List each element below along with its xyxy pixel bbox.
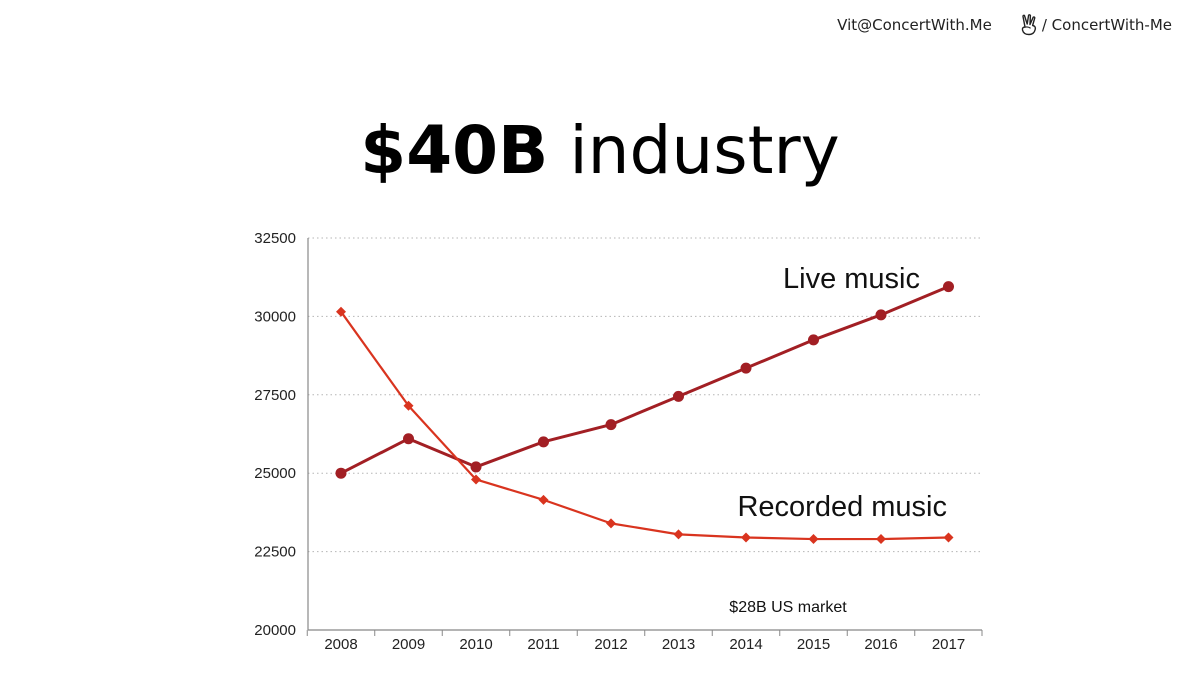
slide-title: $40B industry bbox=[0, 108, 1200, 194]
title-amount: $40B bbox=[360, 112, 549, 189]
x-tick-label: 2015 bbox=[797, 636, 830, 653]
y-tick-label: 22500 bbox=[254, 544, 296, 561]
data-point bbox=[336, 306, 346, 317]
data-point bbox=[403, 433, 414, 445]
title-text: industry bbox=[569, 112, 840, 189]
data-point bbox=[471, 474, 481, 485]
x-tick-label: 2010 bbox=[459, 636, 492, 653]
data-point bbox=[943, 532, 954, 543]
angellist-icon bbox=[1021, 14, 1036, 36]
y-tick-label: 32500 bbox=[254, 230, 296, 247]
contact-email[interactable]: Vit@ConcertWith.Me bbox=[837, 16, 992, 34]
data-point bbox=[335, 467, 347, 479]
series-line bbox=[340, 285, 950, 475]
series-label-recorded-music: Recorded music bbox=[737, 491, 947, 523]
x-tick-label: 2016 bbox=[864, 636, 897, 653]
series-label-live-music: Live music bbox=[783, 263, 920, 295]
x-tick-label: 2017 bbox=[932, 636, 965, 653]
data-point bbox=[538, 494, 549, 505]
x-tick-label: 2008 bbox=[324, 636, 357, 653]
market-annotation: $28B US market bbox=[729, 599, 847, 616]
data-point bbox=[808, 534, 819, 545]
y-tick-label: 25000 bbox=[254, 465, 296, 482]
x-tick-label: 2009 bbox=[392, 636, 425, 653]
social-handle: / ConcertWith-Me bbox=[1041, 16, 1172, 34]
data-point bbox=[673, 529, 684, 540]
x-tick-label: 2011 bbox=[527, 636, 559, 653]
series bbox=[335, 281, 954, 545]
social-link[interactable]: / ConcertWith-Me bbox=[1020, 14, 1172, 36]
labels: Live music Recorded music $28B US market bbox=[729, 263, 947, 616]
y-tick-label: 30000 bbox=[254, 308, 296, 325]
data-point bbox=[943, 281, 954, 293]
data-point bbox=[740, 362, 752, 374]
x-tick-label: 2014 bbox=[729, 636, 762, 653]
data-point bbox=[538, 436, 549, 448]
x-tick-label: 2013 bbox=[662, 636, 695, 653]
axes: 20000 22500 25000 27500 30000 32500 2008 2009 20… bbox=[254, 230, 983, 653]
data-point bbox=[605, 419, 617, 431]
data-point bbox=[876, 534, 886, 545]
data-point bbox=[606, 518, 616, 529]
data-point bbox=[875, 309, 887, 321]
data-point bbox=[470, 461, 482, 473]
data-point bbox=[403, 400, 414, 411]
data-point bbox=[673, 390, 684, 402]
y-tick-label: 27500 bbox=[254, 387, 296, 404]
x-tick-label: 2012 bbox=[594, 636, 627, 653]
y-tick-label: 20000 bbox=[254, 622, 296, 639]
data-point bbox=[808, 334, 819, 346]
contact-bar: Vit@ConcertWith.Me / ConcertWith-Me bbox=[837, 14, 1172, 36]
series-line bbox=[340, 311, 949, 541]
data-point bbox=[741, 532, 751, 543]
